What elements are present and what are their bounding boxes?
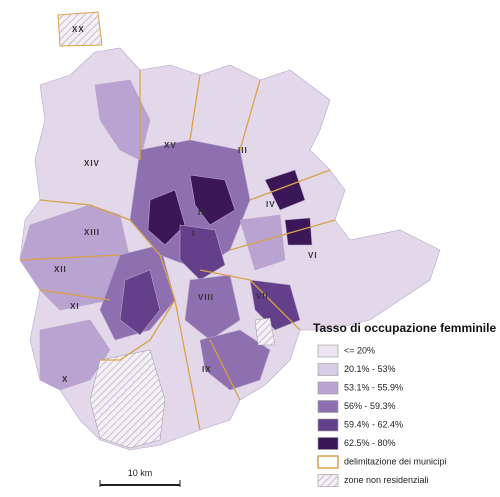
zone: [119, 269, 161, 336]
municipio-label: XX: [72, 25, 85, 34]
legend-swatch: [317, 455, 339, 469]
legend-swatch: [317, 344, 339, 358]
non-residential-zone: [254, 317, 276, 346]
legend-label: zone non residenziali: [344, 475, 429, 485]
legend-title: Tasso di occupazione femminile: [313, 321, 496, 335]
legend-label: 53.1% - 55.9%: [344, 382, 403, 392]
municipio-label: VIII: [198, 293, 214, 302]
municipio-border: [39, 199, 176, 361]
municipio-label: XI: [70, 302, 80, 311]
municipio-label: XII: [54, 265, 67, 274]
municipio-labels: XX XV III XIV IV II XIII I VI XII XI VII…: [54, 25, 318, 384]
legend-label: 62.5% - 80%: [344, 438, 396, 448]
map: [19, 11, 441, 451]
legend: <= 20% 20.1% - 53% 53.1% - 55.9% 56% - 59.3…: [317, 344, 447, 487]
legend-swatch: [317, 474, 339, 487]
municipio-label: VII: [256, 292, 269, 301]
zone: [264, 169, 306, 211]
legend-swatch: [317, 381, 339, 395]
zone: [189, 174, 236, 226]
municipio-label: VI: [308, 251, 318, 260]
municipio-label: I: [192, 229, 195, 238]
zone: [184, 274, 241, 341]
legend-label: <= 20%: [344, 345, 375, 355]
legend-label: delimitazione dei municipi: [344, 456, 447, 466]
zone: [284, 217, 313, 246]
municipio-label: IV: [266, 200, 276, 209]
municipio-label: II: [198, 208, 204, 217]
municipio-label: X: [62, 375, 68, 384]
municipio-border: [19, 70, 336, 431]
legend-label: 20.1% - 53%: [344, 364, 396, 374]
legend-swatch: [317, 400, 339, 413]
legend-swatch: [317, 418, 339, 432]
municipio-label: IX: [202, 365, 212, 374]
zone: [239, 214, 286, 271]
legend-swatch: [317, 363, 339, 376]
legend-swatch: [317, 437, 339, 450]
municipio-label: III: [238, 146, 248, 155]
scale-label: 10 km: [128, 468, 153, 478]
zone: [39, 319, 111, 391]
municipio-label: XIV: [84, 159, 100, 168]
zone: [199, 329, 271, 391]
non-residential-zone: [89, 349, 166, 449]
legend-label: 56% - 59.3%: [344, 401, 396, 411]
municipio-label: XIII: [84, 228, 100, 237]
non-residential-zone: [57, 11, 103, 47]
municipio-label: XV: [164, 141, 177, 150]
zone: [147, 189, 186, 246]
scale-bar: 10 km: [99, 468, 181, 487]
legend-label: 59.4% - 62.4%: [344, 419, 403, 429]
